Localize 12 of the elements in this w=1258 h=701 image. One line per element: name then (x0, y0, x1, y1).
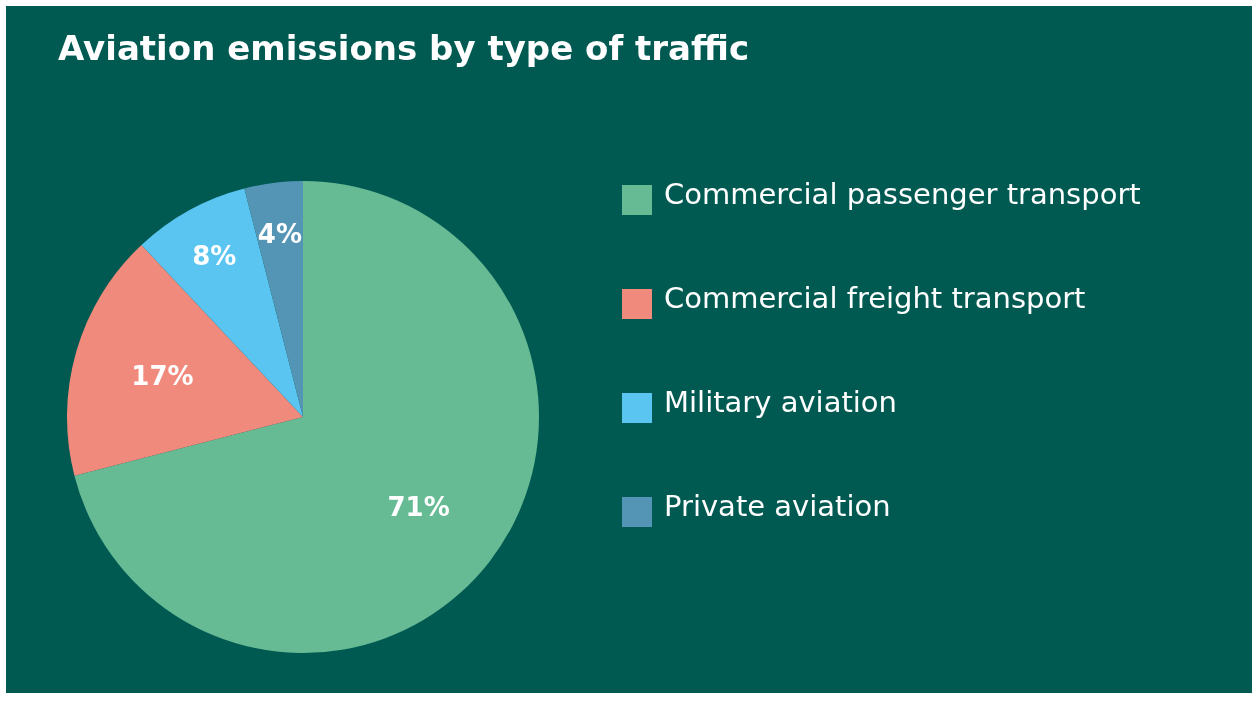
legend-label: Military aviation (664, 384, 897, 419)
data-label: 4% (257, 219, 303, 250)
data-label: 17% (131, 361, 194, 392)
data-label: 71% (387, 491, 450, 522)
pie-slice (67, 244, 303, 476)
chart-title: Aviation emissions by type of traffic (58, 28, 750, 68)
legend-label: Commercial passenger transport (664, 176, 1141, 211)
legend-label: Commercial freight transport (664, 280, 1086, 315)
pie-slice (244, 181, 303, 417)
pie-slice (74, 181, 539, 653)
legend-label: Private aviation (664, 488, 891, 523)
data-label: 8% (192, 240, 237, 271)
